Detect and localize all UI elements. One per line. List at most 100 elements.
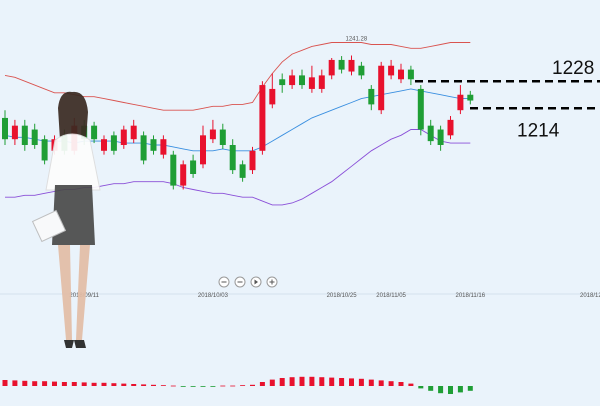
macd-bar <box>309 376 315 386</box>
candle-body <box>269 88 276 105</box>
macd-bar <box>22 380 28 386</box>
blouse <box>45 133 101 191</box>
macd-bar <box>349 378 354 386</box>
candle-body <box>21 125 28 145</box>
macd-bar <box>299 376 305 386</box>
candle-body <box>348 59 355 72</box>
candle-body <box>358 65 365 76</box>
macd-bar <box>32 381 38 386</box>
macd-bar <box>170 385 176 387</box>
macd-bar <box>121 383 127 386</box>
macd-bar <box>448 386 453 394</box>
macd-bar <box>81 382 87 386</box>
x-tick-label: 2018/10/03 <box>198 293 229 299</box>
macd-bar <box>160 385 166 386</box>
macd-bar <box>200 386 206 387</box>
macd-bar <box>457 386 463 393</box>
macd-bar <box>52 381 57 386</box>
candle-body <box>170 154 177 186</box>
candle-body <box>239 164 246 178</box>
candle-body <box>279 79 286 86</box>
candle-body <box>11 125 18 140</box>
macd-bar <box>61 382 67 386</box>
candle-body <box>130 125 137 140</box>
candle-body <box>110 135 117 151</box>
macd-bar <box>42 381 48 386</box>
macd-bar <box>2 380 8 386</box>
candle-body <box>338 59 345 70</box>
hair <box>58 91 88 140</box>
candle-body <box>407 69 414 80</box>
candle-body <box>219 129 226 145</box>
max-label: 1241.28 <box>346 37 368 43</box>
candle-body <box>140 135 147 161</box>
candle-body <box>31 129 38 145</box>
candle-body <box>190 160 197 174</box>
macd-bar <box>279 378 285 386</box>
candle-body <box>249 150 256 171</box>
macd-bar <box>91 382 97 386</box>
candle-body <box>427 125 434 142</box>
macd-bar <box>111 383 117 386</box>
icon <box>269 279 275 285</box>
candle-body <box>229 145 236 171</box>
candle-body <box>467 94 474 101</box>
candle-body <box>2 117 8 140</box>
macd-bar <box>230 385 236 387</box>
candle-body <box>447 119 454 136</box>
candle-body <box>388 65 395 76</box>
candle-body <box>308 77 315 89</box>
macd-bar <box>388 381 394 386</box>
candle-body <box>41 139 48 161</box>
candle-body <box>299 75 305 86</box>
macd-bar <box>467 386 473 391</box>
level-label: 1214 <box>517 120 560 141</box>
macd-bar <box>151 384 156 386</box>
zoom-controls[interactable] <box>218 276 278 288</box>
macd-bar <box>190 386 196 387</box>
candle-body <box>318 75 325 89</box>
macd-bar <box>329 377 335 386</box>
shoes <box>64 340 86 348</box>
macd-bar <box>378 380 384 386</box>
folder <box>31 209 67 243</box>
macd-bar <box>428 386 434 391</box>
macd-bar <box>12 380 18 386</box>
legs <box>58 245 90 340</box>
x-tick-label: 2018/11/16 <box>456 293 486 299</box>
macd-bar <box>250 384 255 386</box>
macd-bar <box>398 382 404 386</box>
macd-bar <box>101 382 107 386</box>
macd-bar <box>240 385 246 386</box>
x-tick-label: 2018/11/05 <box>376 293 406 299</box>
x-tick-label: 2018/10/25 <box>327 293 358 299</box>
candle-body <box>160 139 167 155</box>
candle-body <box>91 125 98 140</box>
candle-body <box>457 94 464 111</box>
candle-body <box>328 59 335 76</box>
macd-bar <box>220 385 226 387</box>
x-tick-label: 2018/12 <box>580 293 600 299</box>
icon <box>254 279 258 285</box>
macd-bar <box>368 379 374 386</box>
level-label: 1228 <box>552 58 594 79</box>
candle-body <box>120 129 127 145</box>
macd-bar <box>131 384 137 386</box>
candle-body <box>150 139 157 151</box>
macd-bar <box>180 386 186 387</box>
macd-bar <box>141 384 147 386</box>
macd-bar <box>71 382 77 386</box>
candle-body <box>259 85 266 151</box>
macd-bar <box>339 378 345 386</box>
macd-bar <box>289 377 295 386</box>
candle-body <box>101 139 107 151</box>
macd-bar <box>269 379 275 386</box>
candle-body <box>437 129 444 145</box>
macd-bar <box>210 386 216 387</box>
candle-body <box>209 129 216 140</box>
candle-body <box>398 69 404 80</box>
candle-body <box>180 164 187 186</box>
candle-body <box>368 88 375 105</box>
macd-bar <box>438 386 444 394</box>
